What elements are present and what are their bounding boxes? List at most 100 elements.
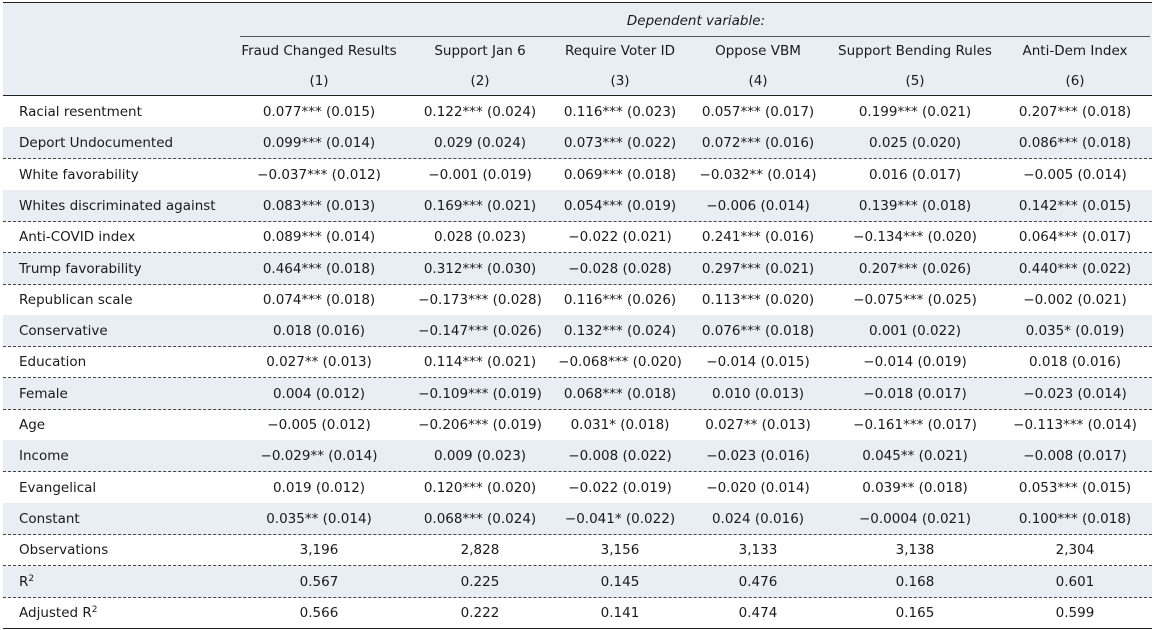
table-cell: 0.297*** (0.021) bbox=[701, 260, 815, 277]
table-cell: −0.206*** (0.019) bbox=[418, 417, 542, 433]
column-header: Fraud Changed Results bbox=[241, 43, 397, 59]
table-cell: 0.114*** (0.021) bbox=[423, 354, 537, 371]
row-label-text: R bbox=[19, 573, 29, 590]
table-cell: 0.122*** (0.024) bbox=[423, 104, 537, 120]
table-cell: 0.068*** (0.024) bbox=[423, 510, 537, 527]
table-cell: 0.072*** (0.016) bbox=[701, 135, 815, 152]
table-row: Female 0.004 (0.012) −0.109*** (0.019) 0.06… bbox=[3, 377, 1152, 410]
row-label-text: Income bbox=[19, 448, 69, 465]
table-cell: 0.145 bbox=[600, 573, 640, 590]
column-header: Anti-Dem Index bbox=[1022, 43, 1128, 59]
row-label: Education bbox=[19, 354, 86, 370]
table-cell: 0.064*** (0.017) bbox=[1018, 229, 1132, 246]
row-label-text: Deport Undocumented bbox=[19, 135, 174, 152]
table-cell: 3,133 bbox=[738, 542, 778, 559]
table-row: Constant 0.035** (0.014) 0.068*** (0.024) −… bbox=[3, 502, 1152, 535]
row-label: Anti-COVID index bbox=[19, 229, 135, 245]
table-header: Dependent variable: Fraud Changed Result… bbox=[3, 2, 1152, 96]
table-cell: −0.014 (0.015) bbox=[706, 354, 810, 371]
table-cell: 0.010 (0.013) bbox=[711, 385, 805, 402]
row-label-text: Racial resentment bbox=[19, 104, 142, 120]
table-cell: −0.109*** (0.019) bbox=[418, 385, 542, 402]
table-cell: 0.077*** (0.015) bbox=[262, 104, 376, 120]
column-number: (3) bbox=[610, 73, 630, 89]
table-row: Deport Undocumented 0.099*** (0.014) 0.029… bbox=[3, 127, 1152, 160]
table-cell: 0.018 (0.016) bbox=[272, 323, 366, 340]
row-label-text: Republican scale bbox=[19, 291, 133, 308]
table-cell: −0.005 (0.014) bbox=[1023, 166, 1127, 183]
table-cell: 0.099*** (0.014) bbox=[262, 135, 376, 152]
table-cell: 0.025 (0.020) bbox=[868, 135, 962, 152]
column-number: (1) bbox=[309, 73, 329, 89]
table-cell: 0.199*** (0.021) bbox=[858, 104, 972, 120]
table-row: Evangelical 0.019 (0.012) 0.120*** (0.020)… bbox=[3, 472, 1152, 504]
table-row: Observations 3,196 2,828 3,156 3,133 3,138 2,3… bbox=[3, 534, 1152, 567]
row-label: Trump favorability bbox=[19, 261, 142, 277]
table-cell: −0.002 (0.021) bbox=[1023, 291, 1127, 308]
column-number: (6) bbox=[1065, 73, 1085, 89]
table-cell: −0.0004 (0.021) bbox=[858, 510, 972, 527]
table-cell: 0.132*** (0.024) bbox=[563, 323, 677, 340]
table-cell: 0.599 bbox=[1055, 604, 1095, 621]
row-label-text: Evangelical bbox=[19, 479, 97, 496]
table-cell: 0.207*** (0.018) bbox=[1018, 104, 1132, 120]
table-cell: 0.225 bbox=[460, 573, 500, 590]
table-row: Conservative 0.018 (0.016) −0.147*** (0.02… bbox=[3, 315, 1152, 348]
table-cell: 3,138 bbox=[895, 542, 935, 559]
table-cell: 0.440*** (0.022) bbox=[1018, 260, 1132, 277]
table-cell: −0.014 (0.019) bbox=[863, 354, 967, 371]
table-cell: 0.057*** (0.017) bbox=[701, 104, 815, 120]
table-row: R2 0.567 0.225 0.145 0.476 0.168 0.601 bbox=[3, 565, 1152, 598]
table-cell: 0.120*** (0.020) bbox=[423, 479, 537, 496]
table-cell: 0.035** (0.014) bbox=[266, 510, 372, 527]
row-label-text: Adjusted R bbox=[19, 604, 92, 621]
table-cell: −0.113*** (0.014) bbox=[1013, 417, 1137, 433]
table-cell: −0.147*** (0.026) bbox=[418, 323, 542, 340]
column-number: (5) bbox=[905, 73, 925, 89]
table-cell: 0.029 (0.024) bbox=[433, 135, 527, 152]
table-cell: −0.075*** (0.025) bbox=[853, 291, 977, 308]
row-label-text: Anti-COVID index bbox=[19, 229, 136, 246]
table-cell: 0.100*** (0.018) bbox=[1018, 510, 1132, 527]
row-label-text: Constant bbox=[19, 510, 80, 527]
table-cell: −0.022 (0.019) bbox=[568, 479, 672, 496]
table-cell: 0.001 (0.022) bbox=[868, 323, 962, 340]
table-cell: −0.032** (0.014) bbox=[699, 166, 817, 183]
table-cell: 0.028 (0.023) bbox=[433, 229, 527, 246]
table-row: Racial resentment 0.077*** (0.015) 0.122**… bbox=[3, 96, 1152, 128]
row-label-text: White favorability bbox=[19, 166, 139, 183]
table-cell: −0.029** (0.014) bbox=[260, 448, 378, 465]
table-cell: 0.031* (0.018) bbox=[570, 417, 670, 433]
row-label: Racial resentment bbox=[19, 104, 142, 120]
table-cell: −0.041* (0.022) bbox=[564, 510, 676, 527]
table-cell: 0.016 (0.017) bbox=[868, 166, 962, 183]
table-cell: 0.035* (0.019) bbox=[1025, 323, 1125, 340]
table-cell: 0.045** (0.021) bbox=[862, 448, 968, 465]
table-cell: 0.168 bbox=[895, 573, 935, 590]
row-label: Republican scale bbox=[19, 292, 133, 308]
row-label-text: Conservative bbox=[19, 323, 108, 340]
row-label-text: Whites discriminated against bbox=[19, 197, 216, 214]
row-label: Age bbox=[19, 417, 45, 433]
row-label-text: Education bbox=[19, 354, 87, 371]
table-cell: −0.018 (0.017) bbox=[863, 385, 967, 402]
table-cell: 0.141 bbox=[600, 604, 640, 621]
table-row: Whites discriminated against 0.083*** (0.… bbox=[3, 189, 1152, 222]
table-row: Anti-COVID index 0.089*** (0.014) 0.028 (0… bbox=[3, 221, 1152, 254]
table-row: Age −0.005 (0.012) −0.206*** (0.019) 0.031*… bbox=[3, 409, 1152, 441]
table-row: Republican scale 0.074*** (0.018) −0.173**… bbox=[3, 284, 1152, 316]
row-label: R2 bbox=[19, 574, 34, 590]
table-cell: 0.142*** (0.015) bbox=[1018, 197, 1132, 214]
table-cell: 0.312*** (0.030) bbox=[423, 260, 537, 277]
superscript: 2 bbox=[91, 604, 98, 615]
table-cell: −0.028 (0.028) bbox=[568, 260, 672, 277]
table-cell: 2,304 bbox=[1055, 542, 1095, 559]
table-cell: 0.027** (0.013) bbox=[705, 417, 811, 433]
column-number: (4) bbox=[748, 73, 768, 89]
table-cell: 0.004 (0.012) bbox=[272, 385, 366, 402]
row-label-text: Female bbox=[19, 385, 68, 402]
table-cell: 0.567 bbox=[299, 573, 339, 590]
table-row: Education 0.027** (0.013) 0.114*** (0.021)… bbox=[3, 346, 1152, 379]
table-cell: −0.161*** (0.017) bbox=[853, 417, 977, 433]
